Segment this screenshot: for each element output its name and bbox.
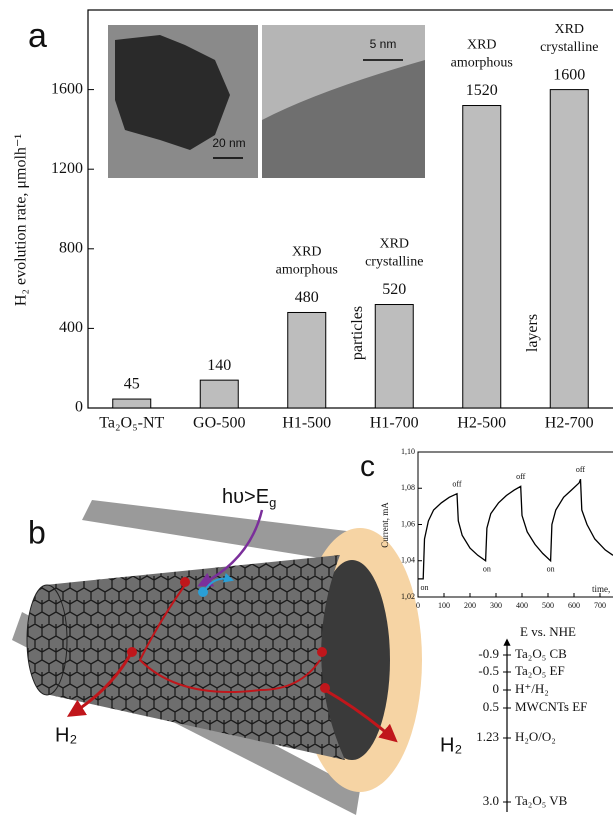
x-tick-label: H1-500	[282, 415, 331, 432]
note: XRD	[467, 38, 497, 53]
y-tick-label: 1,08	[401, 483, 415, 492]
x-tick-label: 300	[490, 601, 502, 610]
energy-value: 0.5	[483, 699, 499, 714]
annotation: on	[547, 565, 555, 574]
photon-label: hυ>Eg	[222, 486, 276, 510]
x-tick-label: GO-500	[193, 415, 245, 432]
energy-level: H₂O/O₂	[515, 729, 556, 744]
y-tick-label: 1,04	[401, 556, 415, 565]
value-label: 520	[382, 281, 406, 298]
note: crystalline	[540, 40, 598, 55]
x-tick-label: 100	[438, 601, 450, 610]
note: amorphous	[451, 56, 513, 71]
x-tick-label: H2-700	[545, 415, 594, 432]
electron	[180, 577, 190, 587]
annotation: on	[421, 583, 429, 592]
hole	[198, 587, 208, 597]
side-note: layers	[524, 314, 541, 352]
y-tick-label: 1,02	[401, 592, 415, 601]
note: crystalline	[365, 255, 423, 270]
annotation: off	[452, 479, 462, 488]
panel-label: a	[28, 17, 47, 55]
note: amorphous	[276, 263, 338, 278]
electron	[127, 647, 137, 657]
electron	[320, 683, 330, 693]
line	[418, 478, 613, 580]
x-tick-label: 400	[516, 601, 528, 610]
x-tick-label: 0	[416, 601, 420, 610]
y-tick-label: 1,06	[401, 519, 415, 528]
nanotube	[45, 555, 345, 760]
graphene-sheet	[82, 500, 355, 562]
x-tick-label: H2-500	[457, 415, 506, 432]
energy-value: -0.5	[478, 663, 499, 678]
nanotube-image	[115, 35, 230, 150]
y-tick-label: 0	[75, 399, 83, 416]
x-tick-label: 700	[594, 601, 606, 610]
h2-arrow	[324, 688, 398, 743]
energy-value: -0.9	[478, 646, 499, 661]
value-label: 1520	[466, 82, 498, 99]
y-tick-label: 1200	[51, 160, 83, 177]
x-tick-label: H1-700	[370, 415, 419, 432]
value-label: 45	[124, 376, 140, 393]
energy-value: 0	[493, 681, 500, 696]
x-tick-label: 600	[568, 601, 580, 610]
electron	[317, 647, 327, 657]
energy-level: Ta₂O₅ CB	[515, 646, 567, 661]
h2-arrow	[66, 654, 132, 717]
y-tick-label: 400	[59, 319, 83, 336]
panel-label: b	[28, 514, 46, 550]
bar	[287, 311, 327, 409]
product-label: H₂	[440, 734, 462, 756]
scale-label: 20 nm	[212, 136, 245, 150]
energy-level: H⁺/H₂	[515, 681, 549, 696]
energy-level: MWCNTs EF	[515, 699, 587, 714]
product-label: H₂	[55, 724, 77, 746]
annotation: on	[483, 565, 491, 574]
y-tick-label: 1,10	[401, 447, 415, 456]
energy-value: 3.0	[483, 793, 499, 808]
bar	[549, 89, 589, 409]
y-axis-label: Current, mA	[380, 502, 390, 548]
x-tick-label: 200	[464, 601, 476, 610]
annotation: off	[576, 465, 586, 474]
panel-label: c	[360, 450, 375, 483]
hole-arrow	[204, 572, 234, 591]
y-axis-label: H₂ evolution rate, μmolh⁻¹	[13, 134, 30, 306]
energy-level: Ta₂O₅ EF	[515, 663, 565, 678]
tube-inner	[314, 560, 390, 760]
y-tick-label: 800	[59, 239, 83, 256]
energy-value: 1.23	[476, 729, 499, 744]
annotation: off	[516, 472, 526, 481]
photon-arrow	[197, 509, 264, 587]
photon-sub: g	[269, 495, 276, 510]
side-note: particles	[349, 306, 366, 360]
x-axis-label: time,	[592, 584, 610, 594]
note: XRD	[292, 245, 322, 260]
scale-label: 5 nm	[370, 37, 397, 51]
electron-path	[138, 584, 321, 693]
note: XRD	[554, 22, 584, 37]
x-tick-label: 500	[542, 601, 554, 610]
bar	[374, 304, 414, 409]
bar	[462, 105, 502, 409]
hrtem-edge	[262, 25, 425, 120]
energy-level: Ta₂O₅ VB	[515, 793, 568, 808]
y-tick-label: 1600	[51, 80, 83, 97]
energy-axis-label: E vs. NHE	[520, 624, 576, 639]
value-label: 480	[295, 289, 319, 306]
x-tick-label: Ta₂O₅-NT	[99, 415, 164, 432]
value-label: 1600	[553, 66, 585, 83]
photon-text: hυ>E	[222, 486, 269, 508]
tube-start	[26, 584, 68, 696]
plot-frame	[87, 9, 613, 409]
bar	[199, 379, 239, 409]
bar	[112, 398, 152, 409]
value-label: 140	[207, 357, 231, 374]
note: XRD	[379, 237, 409, 252]
